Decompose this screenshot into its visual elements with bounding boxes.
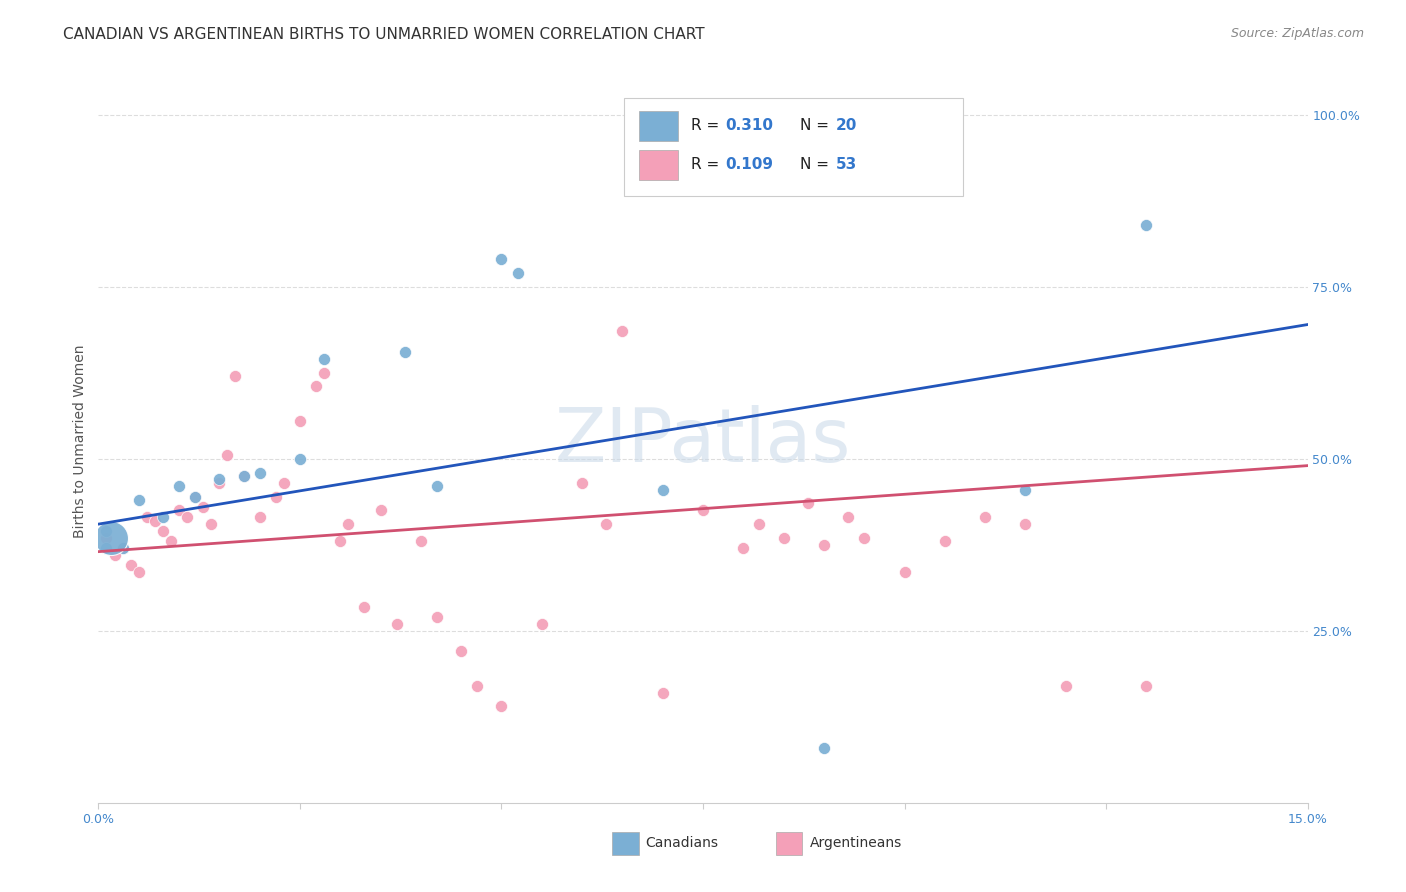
Text: 0.109: 0.109 [724, 157, 773, 172]
Point [288, 414, 311, 428]
Text: 53: 53 [837, 157, 858, 172]
Point [111, 541, 134, 556]
Point [224, 369, 246, 384]
Point [152, 510, 174, 524]
Point [772, 531, 794, 545]
Point [692, 503, 714, 517]
Point [184, 490, 207, 504]
Point [1135, 679, 1157, 693]
Point [249, 510, 271, 524]
Point [748, 517, 770, 532]
Point [595, 517, 617, 532]
Point [232, 469, 254, 483]
Point [853, 531, 876, 545]
Point [143, 514, 166, 528]
Point [733, 541, 755, 556]
Point [152, 524, 174, 538]
Text: Argentineans: Argentineans [810, 837, 901, 850]
Point [465, 679, 488, 693]
Point [120, 558, 142, 573]
Text: R =: R = [690, 157, 724, 172]
Point [314, 351, 336, 366]
Point [385, 616, 408, 631]
Point [288, 451, 311, 466]
Bar [638, 111, 678, 141]
Point [934, 534, 956, 549]
Point [314, 366, 336, 380]
Point [160, 534, 183, 549]
Point [1014, 483, 1036, 497]
Point [208, 475, 231, 490]
Point [813, 538, 835, 552]
Point [273, 475, 295, 490]
Point [1014, 517, 1036, 532]
Text: R =: R = [690, 119, 724, 133]
FancyBboxPatch shape [624, 98, 963, 196]
Y-axis label: Births to Unmarried Women: Births to Unmarried Women [73, 345, 87, 538]
Point [370, 503, 392, 517]
Text: CANADIAN VS ARGENTINEAN BIRTHS TO UNMARRIED WOMEN CORRELATION CHART: CANADIAN VS ARGENTINEAN BIRTHS TO UNMARR… [63, 27, 704, 42]
Point [837, 510, 859, 524]
Point [491, 699, 513, 714]
Point [305, 379, 328, 393]
Point [167, 503, 190, 517]
Bar [776, 831, 803, 855]
Point [264, 490, 287, 504]
Point [426, 610, 449, 624]
Text: Source: ZipAtlas.com: Source: ZipAtlas.com [1230, 27, 1364, 40]
Point [1135, 218, 1157, 232]
Point [96, 541, 118, 556]
Text: 20: 20 [837, 119, 858, 133]
Point [813, 740, 835, 755]
Point [184, 490, 207, 504]
Point [893, 566, 915, 580]
Point [571, 475, 593, 490]
Point [974, 510, 997, 524]
Point [612, 325, 634, 339]
Point [329, 534, 352, 549]
Point [530, 616, 553, 631]
Point [96, 524, 118, 538]
Point [111, 541, 134, 556]
Point [135, 510, 157, 524]
Point [167, 479, 190, 493]
Point [103, 548, 125, 562]
Point [394, 345, 416, 359]
Point [426, 479, 449, 493]
Point [353, 599, 375, 614]
Point [337, 517, 360, 532]
Point [409, 534, 432, 549]
Text: N =: N = [800, 157, 834, 172]
Point [1054, 679, 1077, 693]
Text: Canadians: Canadians [645, 837, 718, 850]
Point [208, 472, 231, 486]
Point [651, 483, 673, 497]
Bar [638, 150, 678, 180]
Point [797, 496, 820, 510]
Point [506, 266, 529, 280]
Point [128, 566, 150, 580]
Point [200, 517, 222, 532]
Point [96, 531, 118, 545]
Text: N =: N = [800, 119, 834, 133]
Text: ZIPatlas: ZIPatlas [555, 405, 851, 478]
Point [450, 644, 472, 658]
Point [491, 252, 513, 267]
Point [249, 466, 271, 480]
Text: 0.310: 0.310 [724, 119, 773, 133]
Point [100, 531, 122, 545]
Point [651, 686, 673, 700]
Point [128, 493, 150, 508]
Point [217, 448, 239, 462]
Point [193, 500, 215, 514]
Point [232, 469, 254, 483]
Bar [613, 831, 638, 855]
Point [176, 510, 198, 524]
